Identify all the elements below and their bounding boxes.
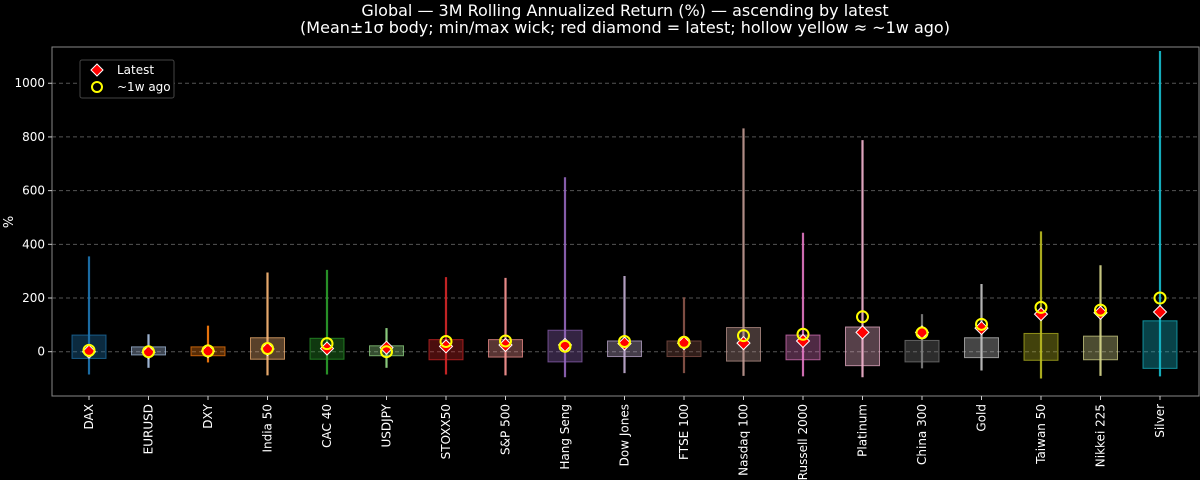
series-russell-2000 bbox=[785, 232, 821, 377]
series-ftse-100 bbox=[666, 297, 702, 374]
series-nasdaq-100 bbox=[726, 128, 761, 376]
x-tick-label: Gold bbox=[975, 404, 989, 432]
x-tick-label: Silver bbox=[1153, 404, 1167, 438]
x-tick-label: Taiwan 50 bbox=[1034, 404, 1048, 465]
latest-marker bbox=[1152, 304, 1168, 320]
x-tick-label: Dow Jones bbox=[618, 404, 632, 466]
x-tick-label: STOXX50 bbox=[439, 404, 453, 459]
week-ago-marker bbox=[618, 335, 631, 349]
week-ago-marker bbox=[677, 335, 691, 349]
series-dow-jones bbox=[607, 275, 642, 374]
week-ago-marker bbox=[975, 317, 988, 331]
x-tick-label: Platinum bbox=[856, 404, 870, 457]
legend-frame bbox=[79, 59, 175, 99]
y-tick-label: 200 bbox=[22, 291, 45, 305]
body bbox=[1023, 332, 1059, 361]
series-s-p-500 bbox=[488, 277, 523, 376]
legend: Latest ~1w ago bbox=[79, 59, 175, 99]
week-ago-marker bbox=[856, 310, 869, 324]
x-tick-label: Nasdaq 100 bbox=[737, 404, 751, 476]
series-stoxx50 bbox=[428, 277, 464, 375]
week-ago-marker bbox=[1153, 291, 1167, 305]
grid-layer bbox=[52, 82, 1199, 353]
legend-latest-label: Latest bbox=[117, 63, 154, 77]
series-nikkei-225 bbox=[1083, 265, 1118, 376]
chart-subtitle: (Mean±1σ body; min/max wick; red diamond… bbox=[300, 18, 950, 37]
week-ago-marker bbox=[1094, 303, 1107, 317]
week-ago-marker bbox=[499, 334, 512, 348]
x-tick-label: CAC 40 bbox=[320, 404, 334, 448]
x-tick-label: S&P 500 bbox=[499, 404, 513, 455]
legend-week-ago-circle bbox=[91, 81, 103, 93]
week-ago-marker bbox=[915, 326, 929, 340]
week-ago-marker bbox=[796, 327, 810, 341]
x-tick-label: EURUSD bbox=[142, 404, 156, 454]
y-tick-label: 1000 bbox=[14, 76, 45, 90]
week-ago-marker bbox=[1034, 300, 1048, 314]
chart-title: Global — 3M Rolling Annualized Return (%… bbox=[361, 1, 888, 20]
series-silver bbox=[1142, 51, 1178, 377]
x-tick-label: India 50 bbox=[261, 404, 275, 453]
y-axis-label: % bbox=[2, 216, 17, 228]
series-cac-40 bbox=[309, 269, 345, 375]
week-ago-marker bbox=[261, 341, 274, 355]
x-tick-label: Hang Seng bbox=[558, 404, 572, 470]
y-tick-label: 600 bbox=[22, 184, 45, 198]
series-dxy bbox=[190, 325, 226, 363]
series-eurusd bbox=[131, 334, 166, 368]
series-india-50 bbox=[250, 272, 285, 376]
week-ago-marker bbox=[558, 339, 572, 353]
axis-layer: 0 200 400 600 800 1000 DAX EURUSD DXY India 50 CAC… bbox=[14, 76, 1167, 480]
week-ago-marker bbox=[439, 335, 453, 349]
series-hang-seng bbox=[547, 177, 583, 378]
series-platinum bbox=[845, 140, 880, 378]
body bbox=[964, 337, 999, 359]
week-ago-marker bbox=[201, 344, 215, 358]
plot-frame bbox=[51, 46, 1200, 397]
x-tick-label: DXY bbox=[201, 403, 215, 428]
y-tick-label: 400 bbox=[22, 237, 45, 251]
series-taiwan-50 bbox=[1023, 231, 1059, 379]
series-usdjpy bbox=[369, 328, 404, 368]
x-tick-label: China 300 bbox=[915, 404, 929, 465]
x-tick-label: FTSE 100 bbox=[677, 404, 691, 460]
series-gold bbox=[964, 284, 999, 371]
y-tick-label: 0 bbox=[37, 345, 45, 359]
body bbox=[904, 339, 940, 363]
legend-latest-diamond bbox=[90, 63, 104, 77]
legend-week-ago-label: ~1w ago bbox=[117, 80, 171, 94]
week-ago-marker bbox=[82, 343, 96, 357]
series-dax bbox=[71, 256, 107, 375]
week-ago-marker bbox=[320, 337, 334, 351]
week-ago-marker bbox=[142, 345, 155, 359]
x-tick-label: USDJPY bbox=[380, 403, 394, 447]
week-ago-marker bbox=[737, 329, 750, 343]
body bbox=[1083, 335, 1118, 361]
x-tick-label: DAX bbox=[82, 404, 96, 429]
series-china-300 bbox=[904, 314, 940, 369]
latest-marker bbox=[1093, 305, 1108, 320]
latest-marker bbox=[379, 340, 394, 355]
latest-marker bbox=[855, 325, 870, 340]
body bbox=[1142, 320, 1178, 369]
y-tick-label: 800 bbox=[22, 130, 45, 144]
week-ago-marker bbox=[380, 345, 393, 359]
data-layer bbox=[71, 51, 1178, 379]
x-tick-label: Russell 2000 bbox=[796, 404, 810, 480]
x-tick-label: Nikkei 225 bbox=[1094, 404, 1108, 467]
